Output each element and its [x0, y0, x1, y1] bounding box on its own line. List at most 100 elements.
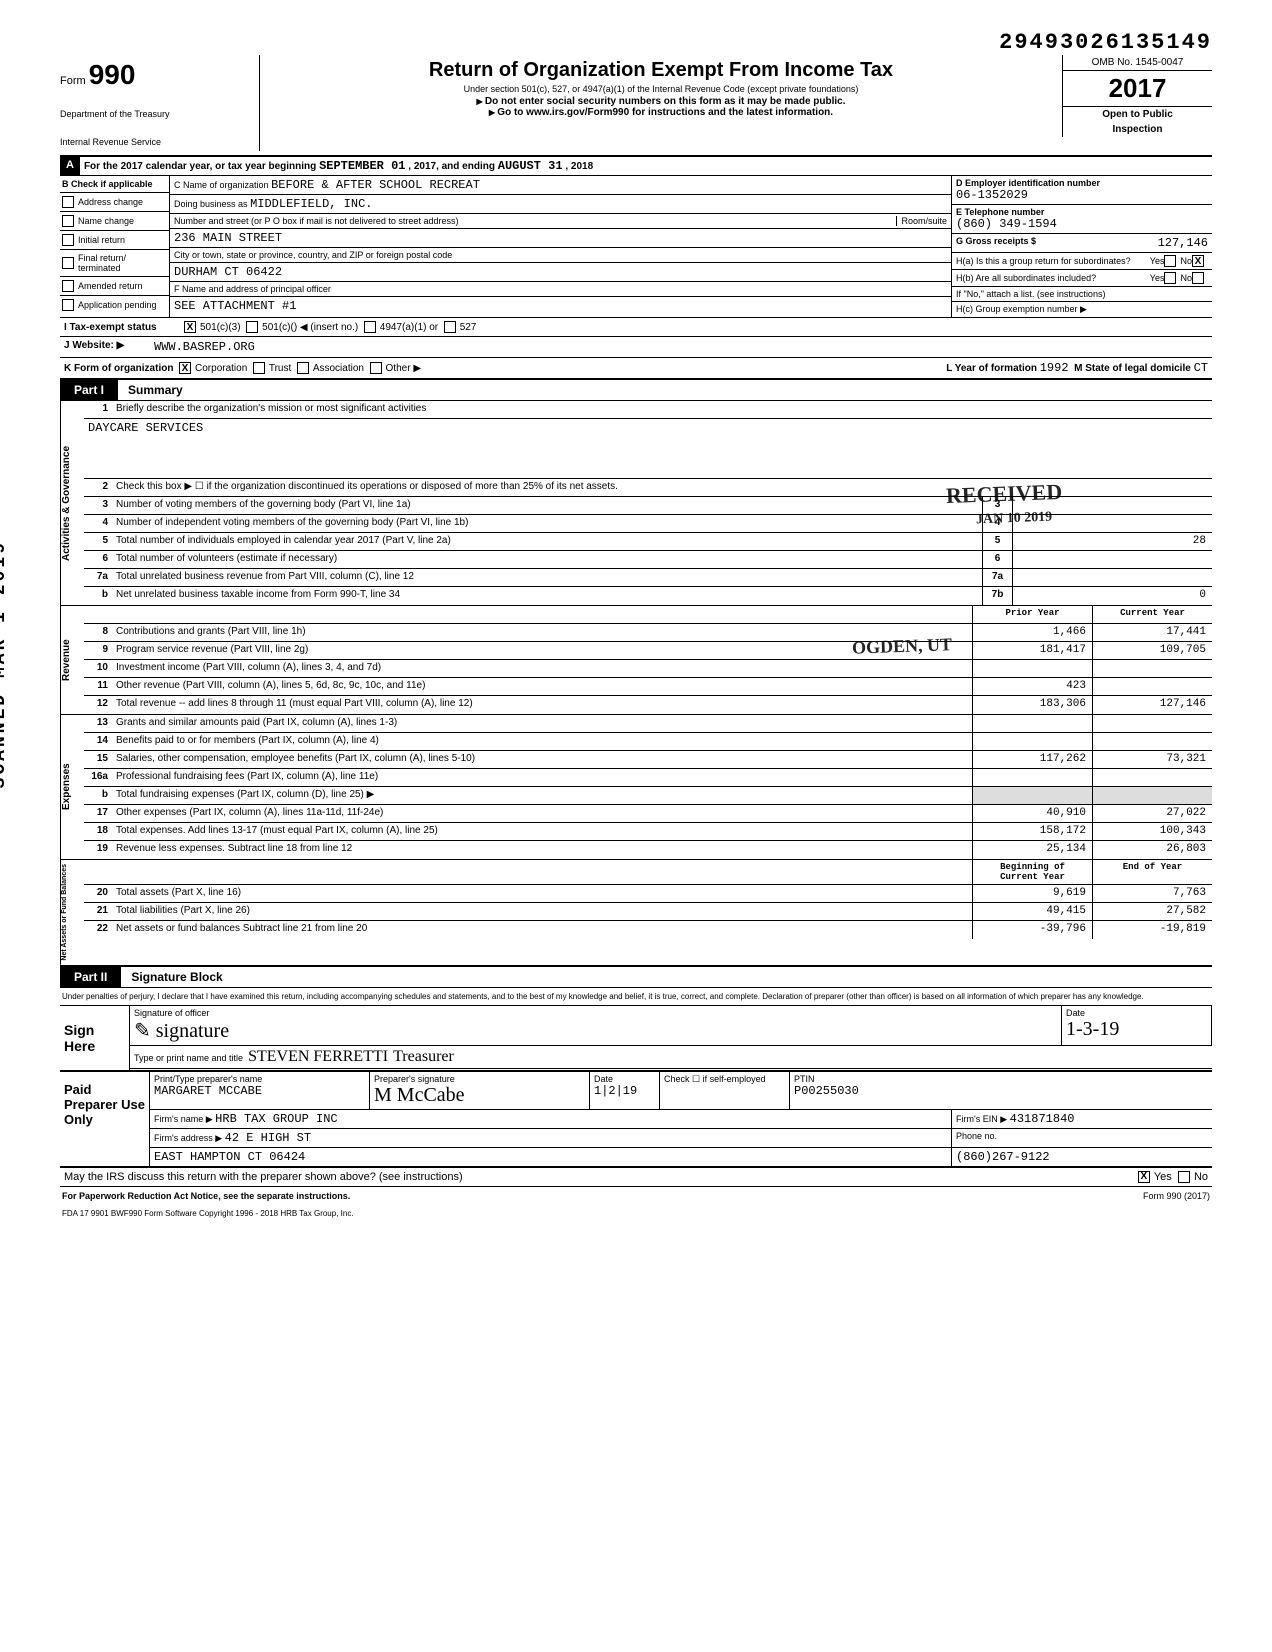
val6	[1012, 551, 1212, 568]
c12: 127,146	[1092, 696, 1212, 714]
firm-addr1: 42 E HIGH ST	[225, 1131, 311, 1145]
cb-trust[interactable]	[253, 362, 265, 374]
officer-title: Treasurer	[393, 1048, 454, 1065]
phone-label2: Phone no.	[956, 1131, 997, 1141]
opt-trust: Trust	[269, 363, 291, 374]
penalty-statement: Under penalties of perjury, I declare th…	[60, 988, 1212, 1006]
l-value: 1992	[1040, 361, 1069, 375]
line20-text: Total assets (Part X, line 16)	[112, 885, 972, 902]
mission-value: DAYCARE SERVICES	[88, 421, 203, 435]
p21: 49,415	[972, 903, 1092, 920]
firm-addr2: EAST HAMPTON CT 06424	[154, 1150, 305, 1164]
cb-ha-yes[interactable]	[1164, 255, 1176, 267]
cb-527[interactable]	[444, 321, 456, 333]
col-b-header: B Check if applicable	[60, 176, 169, 193]
insert-no: ) ◀ (insert no.)	[294, 322, 358, 333]
p18: 158,172	[972, 823, 1092, 840]
line15-text: Salaries, other compensation, employee b…	[112, 751, 972, 768]
website-value: WWW.BASREP.ORG	[154, 340, 255, 354]
box7b: 7b	[982, 587, 1012, 605]
subtitle-3: Go to www.irs.gov/Form990 for instructio…	[268, 107, 1054, 118]
pdate-label: Date	[594, 1074, 655, 1084]
c17: 27,022	[1092, 805, 1212, 822]
cb-label: Application pending	[78, 300, 157, 310]
cb-501c[interactable]	[246, 321, 258, 333]
pt-label: Print/Type preparer's name	[154, 1074, 365, 1084]
discuss-text: May the IRS discuss this return with the…	[64, 1171, 1138, 1183]
c22: -19,819	[1092, 921, 1212, 939]
part1-title: Summary	[118, 380, 193, 400]
cb-assoc[interactable]	[297, 362, 309, 374]
p8: 1,466	[972, 624, 1092, 641]
prior-year-hdr: Prior Year	[972, 606, 1092, 623]
cb-hb-yes[interactable]	[1164, 272, 1176, 284]
cb-corp[interactable]: X	[179, 362, 191, 374]
p9: 181,417	[972, 642, 1092, 659]
cb-501c3[interactable]: X	[184, 321, 196, 333]
cb-name-change[interactable]	[62, 215, 74, 227]
cb-discuss-yes[interactable]: X	[1138, 1171, 1150, 1183]
line17-text: Other expenses (Part IX, column (A), lin…	[112, 805, 972, 822]
row-a-label: A	[60, 157, 80, 175]
p22: -39,796	[972, 921, 1092, 939]
cb-amended[interactable]	[62, 280, 74, 292]
preparer-date: 1|2|19	[594, 1084, 655, 1098]
ptin-value: P00255030	[794, 1084, 1208, 1098]
f-label: F Name and address of principal officer	[174, 284, 331, 294]
signature-image: ✎ signature	[134, 1018, 1057, 1043]
ein-value: 06-1352029	[956, 188, 1208, 202]
line5-text: Total number of individuals employed in …	[112, 533, 982, 550]
c19: 26,803	[1092, 841, 1212, 859]
form-label: Form	[60, 75, 86, 87]
line18-text: Total expenses. Add lines 13-17 (must eq…	[112, 823, 972, 840]
fda-line: FDA 17 9901 BWF990 Form Software Copyrig…	[62, 1209, 354, 1218]
no-label: No	[1194, 1171, 1208, 1183]
side-expenses: Expenses	[60, 715, 84, 859]
c21: 27,582	[1092, 903, 1212, 920]
stamp-date: JAN 10 2019	[976, 510, 1053, 529]
firm-label: Firm's name ▶	[154, 1114, 213, 1124]
sign-here-label: Sign Here	[60, 1006, 130, 1070]
cb-address-change[interactable]	[62, 196, 74, 208]
period-begin: SEPTEMBER 01	[319, 159, 405, 173]
sig-date: 1-3-19	[1066, 1018, 1207, 1041]
c18: 100,343	[1092, 823, 1212, 840]
yes-label: Yes	[1154, 1171, 1172, 1183]
line13-text: Grants and similar amounts paid (Part IX…	[112, 715, 972, 732]
cb-initial-return[interactable]	[62, 234, 74, 246]
dba-value: MIDDLEFIELD, INC.	[250, 197, 372, 211]
stamp-scanned: SCANNED MAR 1 2019	[0, 540, 10, 788]
cb-other[interactable]	[370, 362, 382, 374]
line12-text: Total revenue -- add lines 8 through 11 …	[112, 696, 972, 714]
preparer-sig: M McCabe	[374, 1084, 585, 1107]
cb-pending[interactable]	[62, 299, 74, 311]
hc-label: H(c) Group exemption number ▶	[952, 302, 1212, 317]
cb-label: Name change	[78, 216, 134, 226]
cb-discuss-no[interactable]	[1178, 1171, 1190, 1183]
opt-501c: 501(c)(	[262, 322, 294, 333]
document-id: 29493026135149	[60, 30, 1212, 55]
psig-label: Preparer's signature	[374, 1074, 585, 1084]
cb-final-return[interactable]	[62, 257, 74, 269]
c11	[1092, 678, 1212, 695]
addr-label: Firm's address ▶	[154, 1133, 222, 1143]
cb-hb-no[interactable]	[1192, 272, 1204, 284]
c10	[1092, 660, 1212, 677]
dept-irs: Internal Revenue Service	[60, 137, 253, 147]
gross-label: G Gross receipts $	[956, 236, 1158, 250]
open-public: Open to Public	[1063, 107, 1212, 122]
ha-label: H(a) Is this a group return for subordin…	[956, 256, 1150, 266]
line16b-text: Total fundraising expenses (Part IX, col…	[112, 787, 972, 804]
firm-name: HRB TAX GROUP INC	[215, 1112, 337, 1126]
line19-text: Revenue less expenses. Subtract line 18 …	[112, 841, 972, 859]
subtitle-2: Do not enter social security numbers on …	[268, 96, 1054, 107]
opt-corp: Corporation	[195, 363, 247, 374]
cb-4947[interactable]	[364, 321, 376, 333]
cb-label: Initial return	[78, 235, 125, 245]
l-label: L Year of formation	[946, 363, 1037, 374]
side-net-assets: Net Assets or Fund Balances	[60, 860, 84, 965]
phone-label: E Telephone number	[956, 207, 1208, 217]
ein-label: D Employer identification number	[956, 178, 1208, 188]
cb-ha-no[interactable]: X	[1192, 255, 1204, 267]
no-label: No	[1180, 256, 1192, 266]
